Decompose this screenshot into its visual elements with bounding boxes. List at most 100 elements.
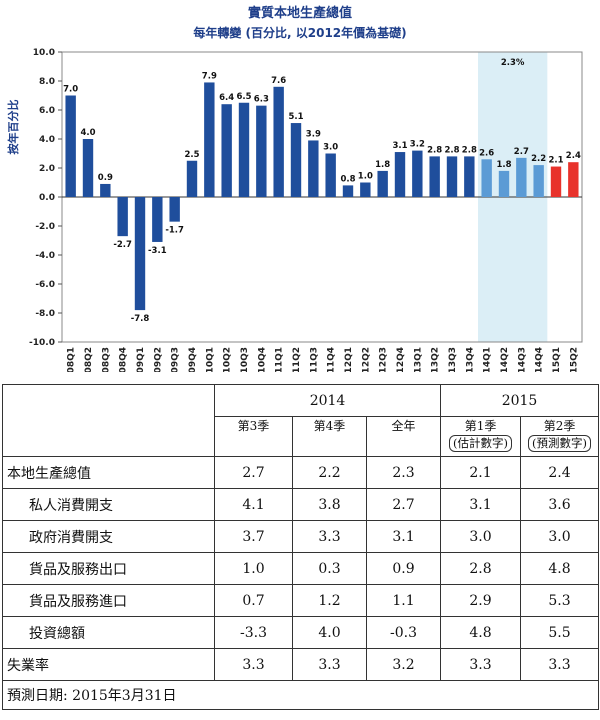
bar [290, 123, 302, 197]
bar [152, 197, 163, 242]
bar [238, 102, 250, 197]
bar [342, 185, 354, 197]
x-tick-label: 11Q1 [275, 347, 285, 372]
table-cell: 3.0 [520, 520, 600, 553]
bar-value-label: 7.0 [63, 85, 78, 95]
gdp-forecast-table: 2014 2015 第3季 第4季 全年 第1季 (估計數字) 第2季 (預測數字) 本地生… [1, 384, 600, 710]
col-header-note: (預測數字) [528, 435, 592, 452]
bar [308, 140, 319, 197]
bar [204, 82, 215, 197]
y-tick-label: -10.0 [29, 338, 55, 348]
y-tick-label: -2.0 [35, 222, 55, 232]
col-header-2: 全年 [365, 416, 442, 457]
bar-value-label: -3.1 [148, 246, 167, 256]
bar-value-label: 4.0 [80, 128, 95, 138]
table-cell: 3.2 [365, 648, 442, 681]
bar-value-label: 2.8 [444, 145, 459, 155]
table-cell: 5.5 [520, 616, 600, 649]
bar-value-label: 2.6 [479, 148, 494, 158]
x-tick-label: 08Q4 [119, 347, 129, 372]
bar [498, 170, 510, 197]
highlight-label: 2.3% [501, 58, 525, 68]
bar-value-label: 0.8 [340, 174, 355, 184]
table-row: 本地生產總值 2.7 2.2 2.3 2.1 2.4 [2, 456, 600, 489]
table-cell: 2.7 [214, 456, 293, 489]
table-cell: 1.0 [214, 552, 293, 585]
table-cell: 4.1 [214, 488, 293, 521]
bar-value-label: 5.1 [288, 112, 303, 122]
x-tick-label: 10Q3 [240, 347, 250, 372]
table-row: 投資總額 -3.3 4.0 -0.3 4.8 5.5 [2, 616, 600, 649]
row-label: 投資總額 [2, 616, 215, 649]
x-tick-label: 08Q3 [101, 347, 111, 372]
bar-value-label: 1.0 [358, 172, 373, 182]
table-cell: 3.7 [214, 520, 293, 553]
table-cell: 5.3 [520, 584, 600, 617]
footnote-forecast-date: 預測日期: 2015年3月31日 [1, 680, 600, 710]
x-tick-label: 14Q2 [500, 347, 510, 372]
bar [550, 166, 562, 197]
bar [325, 153, 336, 197]
y-tick-label: 10.0 [33, 48, 55, 58]
gdp-bar-chart: 實質本地生產總值 每年轉變 (百分比, 以2012年價為基礎) 2.3% 10.0… [6, 5, 583, 372]
x-tick-label: 15Q2 [569, 347, 579, 372]
bar [82, 139, 94, 197]
col-header-4: 第2季 (預測數字) [520, 416, 600, 457]
chart-title: 實質本地生產總值 [248, 5, 352, 21]
row-label: 貨品及服務出口 [2, 552, 215, 585]
footnote-row: 預測日期: 2015年3月31日 [1, 680, 600, 710]
table-cell: 2.4 [520, 456, 600, 489]
bar-value-label: 7.6 [271, 76, 286, 86]
table-row: 貨品及服務進口 0.7 1.2 1.1 2.9 5.3 [2, 584, 600, 617]
x-tick-label: 12Q1 [344, 347, 354, 372]
table-cell: 2.7 [365, 488, 442, 521]
y-tick-label: 2.0 [39, 164, 55, 174]
bar [100, 183, 111, 197]
col-header-label: 全年 [391, 419, 416, 433]
y-tick-label: 8.0 [39, 77, 55, 87]
table-cell: 0.7 [214, 584, 293, 617]
bar-value-label: 0.9 [98, 173, 113, 183]
table-row: 私人消費開支 4.1 3.8 2.7 3.1 3.6 [2, 488, 600, 521]
bar [429, 156, 440, 197]
table-cell: 1.2 [292, 584, 367, 617]
table-cell: 4.8 [440, 616, 522, 649]
year-header-2014: 2014 [213, 384, 442, 417]
bar [481, 159, 492, 197]
col-header-label: 第3季 [237, 419, 270, 433]
x-tick-label: 09Q4 [188, 347, 198, 372]
bar-value-label: 3.9 [306, 129, 321, 139]
bar-value-label: 3.1 [392, 141, 407, 151]
row-label: 本地生產總值 [2, 456, 215, 489]
table-body: 本地生產總值 2.7 2.2 2.3 2.1 2.4 私人消費開支 4.1 3.8 2.7 3.1 3… [2, 456, 600, 681]
x-tick-label: 12Q3 [379, 347, 389, 372]
col-header-1: 第4季 [292, 416, 367, 457]
x-tick-label: 11Q3 [309, 347, 319, 372]
row-label: 政府消費開支 [2, 520, 215, 553]
forecast-table-container: 2014 2015 第3季 第4季 全年 第1季 (估計數字) 第2季 (預測數字) 本地生… [1, 384, 600, 710]
x-tick-label: 09Q1 [136, 347, 146, 372]
bar-value-label: 1.8 [375, 160, 390, 170]
y-tick-label: -6.0 [35, 280, 55, 290]
table-cell: 0.9 [365, 552, 442, 585]
x-tick-label: 13Q4 [465, 347, 475, 372]
y-tick-label: -4.0 [35, 251, 55, 261]
bar [533, 165, 544, 197]
table-cell: 3.1 [440, 488, 522, 521]
x-tick-label: 11Q2 [292, 347, 302, 372]
table-row: 貨品及服務出口 1.0 0.3 0.9 2.8 4.8 [2, 552, 600, 585]
table-cell: 4.0 [292, 616, 367, 649]
table-cell: 3.8 [292, 488, 367, 521]
plot-area: 2.3% 10.0 8.0 6.0 4.0 2.0 0.0 -2.0 -4.0 -6.0 -8.0 -… [29, 48, 583, 372]
bar-value-label: -7.8 [131, 314, 150, 324]
table-cell: 1.1 [365, 584, 442, 617]
chart-subtitle: 每年轉變 (百分比, 以2012年價為基礎) [193, 25, 406, 40]
table-cell: 3.1 [365, 520, 442, 553]
col-header-note: (估計數字) [449, 435, 512, 452]
table-cell: -0.3 [365, 616, 442, 649]
col-header-label: 第1季 [464, 419, 497, 433]
col-header-0: 第3季 [214, 416, 293, 457]
bar-value-label: 2.8 [427, 145, 442, 155]
x-tick-label: 08Q1 [67, 347, 77, 372]
bar [169, 197, 180, 222]
